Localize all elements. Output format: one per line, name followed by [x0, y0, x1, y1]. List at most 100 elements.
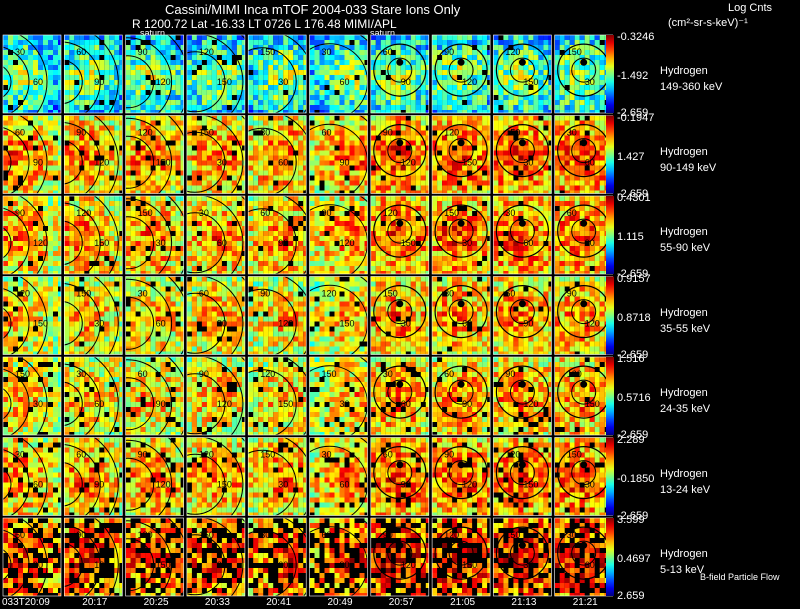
contour-label: 120	[462, 77, 477, 87]
image-panel: 90 120	[309, 195, 368, 275]
contour-label: 90	[15, 208, 25, 218]
colorbar-max-label: -0.1947	[617, 111, 655, 124]
contour-label: 150	[217, 480, 232, 490]
image-panel: 60 90	[309, 517, 368, 597]
contour-label: 60	[322, 128, 332, 138]
contour-label: 120	[260, 369, 275, 379]
image-panel: 120 150	[125, 517, 184, 597]
energy-channel-label: Hydrogen 13-24 keV	[660, 466, 710, 498]
contour-label: 120	[505, 47, 520, 57]
contour-label: 30	[322, 47, 332, 57]
contour-label: 90	[278, 238, 288, 248]
contour-label: 120	[505, 450, 520, 460]
image-panel: 60 90	[554, 195, 614, 275]
contour-label: 150	[567, 450, 582, 460]
image-panel: 90 120	[2, 195, 62, 275]
image-panel: 120 150	[186, 437, 246, 516]
contour-label: 60	[444, 369, 454, 379]
colorbar	[606, 276, 614, 355]
colorbar-min-label: -2.659	[617, 268, 649, 280]
image-panel: 150 30	[2, 356, 62, 436]
energy-channel-label: Hydrogen 24-35 keV	[660, 385, 710, 417]
contour-label: 60	[567, 208, 577, 218]
contour-label: 60	[401, 399, 411, 409]
image-panel: 150 30	[309, 356, 368, 436]
contour-label: 60	[340, 480, 350, 490]
image-panel: 30 60	[247, 517, 307, 597]
contour-label: 60	[383, 47, 393, 57]
contour-label: 120	[138, 128, 153, 138]
image-panel: 90 120	[125, 34, 184, 114]
contour-label: 120	[585, 319, 600, 329]
contour-label: 60	[33, 77, 43, 87]
image-panel: 90 120	[370, 115, 430, 194]
image-panel: 60 90	[64, 437, 123, 516]
contour-label: 60	[278, 560, 288, 570]
image-panel: 60 90	[309, 115, 368, 194]
contour-label: 150	[444, 208, 459, 218]
energy-channel-label: Hydrogen 35-55 keV	[660, 305, 710, 337]
colorbar-mid-label: 1.427	[617, 150, 645, 163]
contour-label: 120	[156, 77, 171, 87]
colorbar-mid-label: 0.4697	[617, 553, 651, 566]
contour-label: 60	[505, 289, 515, 299]
time-label: 20:17	[82, 597, 108, 608]
species-label: Hydrogen	[660, 226, 708, 238]
image-panel: 120 150	[493, 34, 552, 114]
contour-label: 150	[156, 158, 171, 168]
contour-label: 60	[15, 530, 25, 540]
contour-label: 30	[585, 77, 595, 87]
contour-label: 60	[322, 530, 332, 540]
contour-label: 90	[322, 208, 332, 218]
contour-label: 30	[322, 450, 332, 460]
contour-label: 30	[156, 238, 166, 248]
time-label: 21:21	[572, 597, 598, 608]
contour-label: 90	[401, 480, 411, 490]
image-panel: 120 150	[2, 276, 62, 355]
image-panel: 60 90	[2, 115, 62, 194]
energy-range-label: 5-13 keV	[660, 564, 705, 576]
contour-label: 150	[401, 238, 416, 248]
colorbar-min-label: -2.659	[617, 509, 649, 522]
contour-label: 90	[444, 450, 454, 460]
image-panel: 150 30	[493, 517, 552, 597]
contour-label: 90	[138, 47, 148, 57]
contour-label: 60	[138, 369, 148, 379]
contour-label: 90	[76, 128, 86, 138]
image-panel: 30 60	[493, 195, 552, 275]
image-panel: 90 120	[64, 115, 123, 194]
units-sub-label: (cm²-sr-s-keV)⁻¹	[668, 17, 748, 29]
image-panel: 60 90	[493, 276, 552, 355]
contour-label: 120	[94, 560, 109, 570]
image-panel: 150 30	[247, 437, 307, 516]
colorbar	[606, 115, 614, 194]
image-panel: 90 120	[64, 517, 123, 597]
contour-label: 150	[585, 399, 600, 409]
image-panel: 150 30	[370, 276, 430, 355]
contour-label: 90	[138, 450, 148, 460]
contour-label: 90	[523, 319, 533, 329]
contour-label: 120	[199, 47, 214, 57]
contour-label: 90	[217, 319, 227, 329]
colorbar-mid-label: 0.8718	[617, 311, 651, 324]
contour-label: 150	[462, 560, 477, 570]
contour-label: 30	[278, 480, 288, 490]
contour-label: 30	[260, 128, 270, 138]
contour-label: 30	[340, 399, 350, 409]
contour-label: 30	[217, 158, 227, 168]
image-panel: 60 90	[370, 437, 430, 516]
image-panel: 90 120	[186, 356, 246, 436]
colorbar	[606, 437, 614, 516]
contour-label: 90	[383, 128, 393, 138]
image-panel: 120 150	[309, 276, 368, 355]
contour-label: 90	[585, 238, 595, 248]
contour-label: 120	[76, 208, 91, 218]
contour-label: 90	[33, 158, 43, 168]
contour-label: 120	[322, 289, 337, 299]
contour-label: 30	[15, 450, 25, 460]
colorbar	[606, 357, 614, 435]
contour-label: 90	[401, 77, 411, 87]
image-panel: 60 90	[186, 276, 246, 355]
image-panel: 120 150	[186, 34, 246, 114]
contour-label: 120	[15, 289, 30, 299]
